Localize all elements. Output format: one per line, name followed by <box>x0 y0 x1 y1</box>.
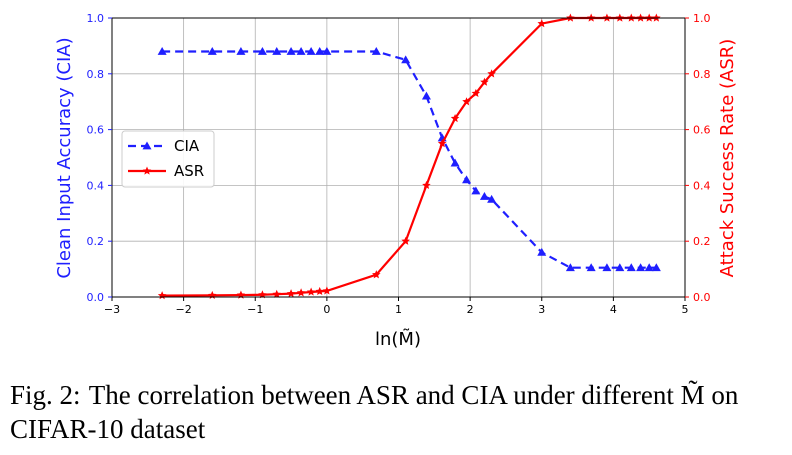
data-point-cia <box>315 46 325 55</box>
y-axis-right-label: Attack Success Rate (ASR) <box>717 39 738 278</box>
ticks: −3 −2 −1 0 1 2 3 4 5 0.0 0.2 0.4 0.6 0.8 1.0 0.0 0.2 0.4 0… <box>87 12 711 316</box>
x-tick-label: −3 <box>104 303 120 316</box>
data-point-cia <box>371 46 381 55</box>
y-left-tick-label: 1.0 <box>87 12 105 25</box>
data-point-cia <box>636 263 646 272</box>
series-line-cia <box>162 50 657 269</box>
data-point-asr <box>537 19 547 28</box>
x-axis-label: ln(M̃) <box>375 329 421 350</box>
data-point-asr <box>296 288 306 297</box>
y-left-tick-label: 0.6 <box>87 124 105 137</box>
data-point-cia <box>487 194 497 203</box>
figure-caption: Fig. 2: The correlation between ASR and … <box>10 378 785 446</box>
legend-marker-asr <box>142 166 152 175</box>
data-point-asr <box>422 180 431 190</box>
legend-entry-asr <box>128 166 166 175</box>
data-point-cia <box>626 263 636 272</box>
legend-marker-cia <box>142 141 152 150</box>
data-point-cia <box>157 46 167 55</box>
legend-label-asr: ASR <box>174 162 204 180</box>
data-point-cia <box>565 263 575 272</box>
series-layer <box>157 13 661 300</box>
y-left-tick-label: 0.4 <box>87 179 105 192</box>
x-tick-label: 5 <box>682 303 689 316</box>
data-point-cia <box>236 46 246 55</box>
data-point-cia <box>651 263 661 272</box>
series-line-asr <box>162 16 657 297</box>
data-point-asr <box>471 88 481 97</box>
data-point-cia <box>257 46 267 55</box>
data-point-asr <box>462 97 471 106</box>
x-tick-label: 0 <box>323 303 330 316</box>
y-left-tick-label: 0.2 <box>87 235 105 248</box>
data-point-asr <box>372 270 381 279</box>
data-point-cia <box>471 186 481 195</box>
y-right-tick-label: 0.2 <box>693 235 711 248</box>
caption-text: The correlation between ASR and CIA unde… <box>10 380 739 444</box>
caption-label: Fig. 2: <box>10 380 81 410</box>
data-point-asr <box>480 77 489 86</box>
x-tick-label: −2 <box>176 303 192 316</box>
data-point-asr <box>322 286 332 295</box>
data-point-cia <box>272 46 282 55</box>
data-point-cia <box>615 263 625 272</box>
data-point-cia <box>322 46 332 55</box>
series-asr <box>157 13 661 300</box>
legend-label-cia: CIA <box>174 137 200 155</box>
data-point-cia <box>401 55 411 64</box>
data-point-cia <box>450 158 460 167</box>
y-axis-left-label: Clean Input Accuracy (CIA) <box>54 37 75 278</box>
y-right-tick-label: 1.0 <box>693 12 711 25</box>
data-point-cia <box>586 263 596 272</box>
y-left-tick-label: 0.0 <box>87 291 105 304</box>
legend-entry-cia <box>128 141 166 150</box>
data-point-asr <box>286 289 296 298</box>
series-cia <box>157 46 661 272</box>
chart: −3 −2 −1 0 1 2 3 4 5 0.0 0.2 0.4 0.6 0.8 1.0 0.0 0.2 0.4 0… <box>54 12 738 350</box>
data-point-cia <box>644 263 654 272</box>
x-tick-label: 4 <box>610 303 617 316</box>
legend: CIA ASR <box>121 130 215 188</box>
data-point-cia <box>537 247 547 256</box>
data-point-asr <box>315 286 324 296</box>
x-tick-label: 2 <box>467 303 474 316</box>
data-point-asr <box>272 289 282 298</box>
data-point-asr <box>450 113 460 123</box>
x-tick-label: 3 <box>538 303 545 316</box>
data-point-asr <box>437 139 447 148</box>
data-point-cia <box>207 46 217 55</box>
data-point-asr <box>258 290 267 299</box>
data-point-asr <box>157 291 167 300</box>
data-point-asr <box>306 287 316 296</box>
data-point-asr <box>487 69 496 78</box>
data-point-cia <box>462 175 472 184</box>
y-left-tick-label: 0.8 <box>87 68 105 81</box>
y-right-tick-label: 0.4 <box>693 179 711 192</box>
data-point-asr <box>208 290 217 299</box>
data-point-cia <box>421 91 431 100</box>
data-point-cia <box>306 46 316 55</box>
data-point-cia <box>602 263 612 272</box>
x-tick-label: 1 <box>395 303 402 316</box>
data-point-cia <box>296 46 306 55</box>
x-tick-label: −1 <box>247 303 263 316</box>
data-point-cia <box>286 46 296 55</box>
y-right-tick-label: 0.0 <box>693 291 711 304</box>
y-right-tick-label: 0.6 <box>693 124 711 137</box>
y-right-tick-label: 0.8 <box>693 68 711 81</box>
data-point-cia <box>479 192 489 200</box>
data-point-asr <box>401 236 410 245</box>
